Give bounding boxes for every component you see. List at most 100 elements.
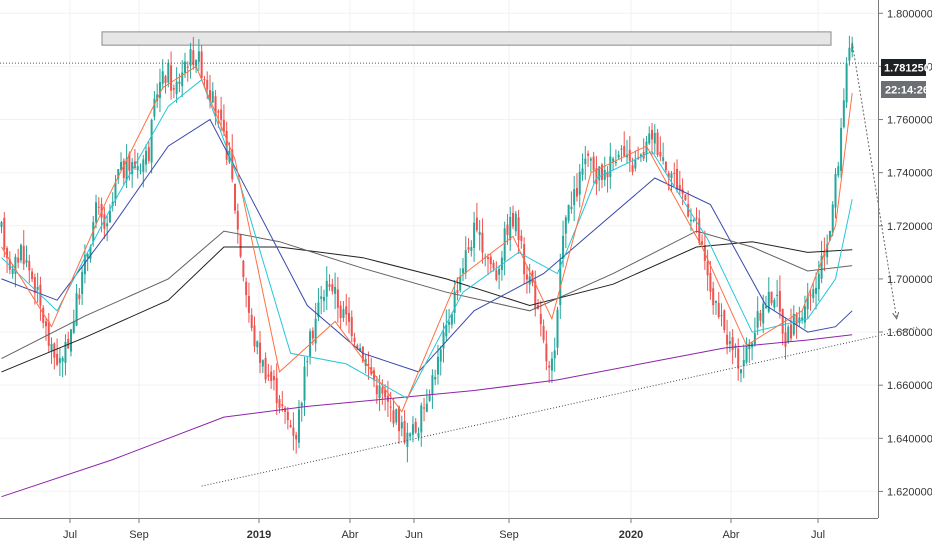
candle-body bbox=[842, 100, 845, 128]
candle-body bbox=[181, 72, 184, 87]
candle-body bbox=[189, 49, 192, 66]
candle-body bbox=[790, 324, 793, 339]
candle-body bbox=[617, 154, 620, 158]
candle-body bbox=[11, 268, 14, 274]
candle-body bbox=[589, 158, 592, 161]
candle-body bbox=[164, 76, 167, 83]
candle-body bbox=[53, 343, 56, 358]
candle-body bbox=[203, 79, 206, 81]
candle-body bbox=[17, 257, 20, 263]
candle-body bbox=[556, 309, 559, 348]
candle-body bbox=[731, 337, 734, 351]
candle-body bbox=[145, 150, 148, 165]
candle-body bbox=[359, 347, 362, 352]
y-tick-label: 1.720000 bbox=[887, 221, 932, 233]
candle-body bbox=[834, 173, 837, 208]
candle-body bbox=[539, 313, 542, 325]
projection-arrow-shaft[interactable] bbox=[851, 42, 898, 319]
candle-body bbox=[75, 293, 78, 326]
candle-body bbox=[153, 98, 156, 117]
candle-body bbox=[253, 325, 256, 347]
candle-body bbox=[289, 425, 292, 428]
current-price-badge: 1.781250 22:14:26 bbox=[881, 59, 930, 98]
candle-body bbox=[495, 270, 498, 280]
bar-countdown-label: 22:14:26 bbox=[885, 85, 929, 97]
x-tick-label: Sep bbox=[129, 529, 149, 541]
candle-body bbox=[195, 59, 198, 69]
candle-body bbox=[417, 432, 420, 438]
candle-body bbox=[592, 156, 595, 171]
candle-body bbox=[815, 287, 818, 294]
candle-body bbox=[475, 217, 478, 231]
price-axis[interactable]: 1.8000001.7800001.7600001.7400001.720000… bbox=[878, 8, 932, 498]
candle-body bbox=[448, 321, 451, 325]
support-trendline[interactable] bbox=[201, 326, 920, 487]
candle-body bbox=[142, 159, 145, 172]
candle-body bbox=[170, 65, 173, 91]
candle-body bbox=[778, 290, 781, 312]
candle-body bbox=[662, 157, 665, 161]
candle-body bbox=[628, 149, 631, 161]
candle-body bbox=[328, 284, 331, 287]
candle-body bbox=[361, 346, 364, 362]
candle-body bbox=[720, 315, 723, 317]
candle-body bbox=[776, 294, 779, 297]
candle-body bbox=[595, 168, 598, 185]
candle-body bbox=[548, 365, 551, 368]
candle-body bbox=[759, 313, 762, 321]
candle-body bbox=[689, 219, 692, 222]
x-tick-label: 2020 bbox=[619, 529, 643, 541]
candle-body bbox=[528, 276, 531, 285]
x-tick-label: Sep bbox=[499, 529, 519, 541]
candle-body bbox=[425, 403, 428, 412]
candle-body bbox=[306, 361, 309, 363]
candle-body bbox=[587, 153, 590, 156]
candle-body bbox=[286, 411, 289, 421]
candle-body bbox=[267, 374, 270, 377]
candle-body bbox=[453, 291, 456, 313]
candle-body bbox=[717, 303, 720, 317]
candle-body bbox=[492, 262, 495, 269]
candle-body bbox=[95, 202, 98, 223]
candle-body bbox=[840, 127, 843, 171]
resistance-zone[interactable] bbox=[101, 31, 832, 46]
candle-body bbox=[256, 341, 259, 348]
candle-body bbox=[450, 313, 453, 325]
candle-body bbox=[403, 420, 406, 443]
plot-area[interactable] bbox=[0, 0, 920, 518]
candle-body bbox=[128, 153, 131, 171]
candle-body bbox=[25, 259, 28, 263]
y-tick-label: 1.700000 bbox=[887, 274, 932, 286]
candle-body bbox=[545, 343, 548, 362]
candle-body bbox=[584, 158, 587, 165]
candle-body bbox=[8, 259, 11, 270]
candle-body bbox=[828, 230, 831, 241]
candle-body bbox=[550, 358, 553, 371]
candle-body bbox=[573, 189, 576, 206]
candle-body bbox=[58, 358, 61, 364]
candle-body bbox=[281, 404, 284, 407]
candle-body bbox=[322, 296, 325, 301]
time-axis[interactable]: Jul Sep 2019 Abr Jun Sep 2020 Abr Jul bbox=[63, 518, 825, 541]
y-tick-label: 1.760000 bbox=[887, 115, 932, 127]
candle-body bbox=[106, 223, 109, 227]
candle-body bbox=[656, 132, 659, 156]
candle-body bbox=[114, 182, 117, 200]
candle-body bbox=[464, 250, 467, 274]
candle-body bbox=[456, 289, 459, 294]
candle-body bbox=[803, 306, 806, 323]
candle-body bbox=[709, 272, 712, 292]
candle-body bbox=[634, 159, 637, 169]
candle-body bbox=[620, 148, 623, 150]
candle-body bbox=[726, 334, 729, 345]
candle-body bbox=[809, 294, 812, 297]
candle-body bbox=[270, 371, 273, 381]
candle-body bbox=[411, 424, 414, 435]
candle-body bbox=[439, 349, 442, 362]
candle-body bbox=[348, 313, 350, 322]
candle-body bbox=[242, 260, 245, 277]
candle-body bbox=[575, 187, 578, 197]
candle-body bbox=[684, 194, 687, 201]
candle-body bbox=[678, 185, 681, 191]
